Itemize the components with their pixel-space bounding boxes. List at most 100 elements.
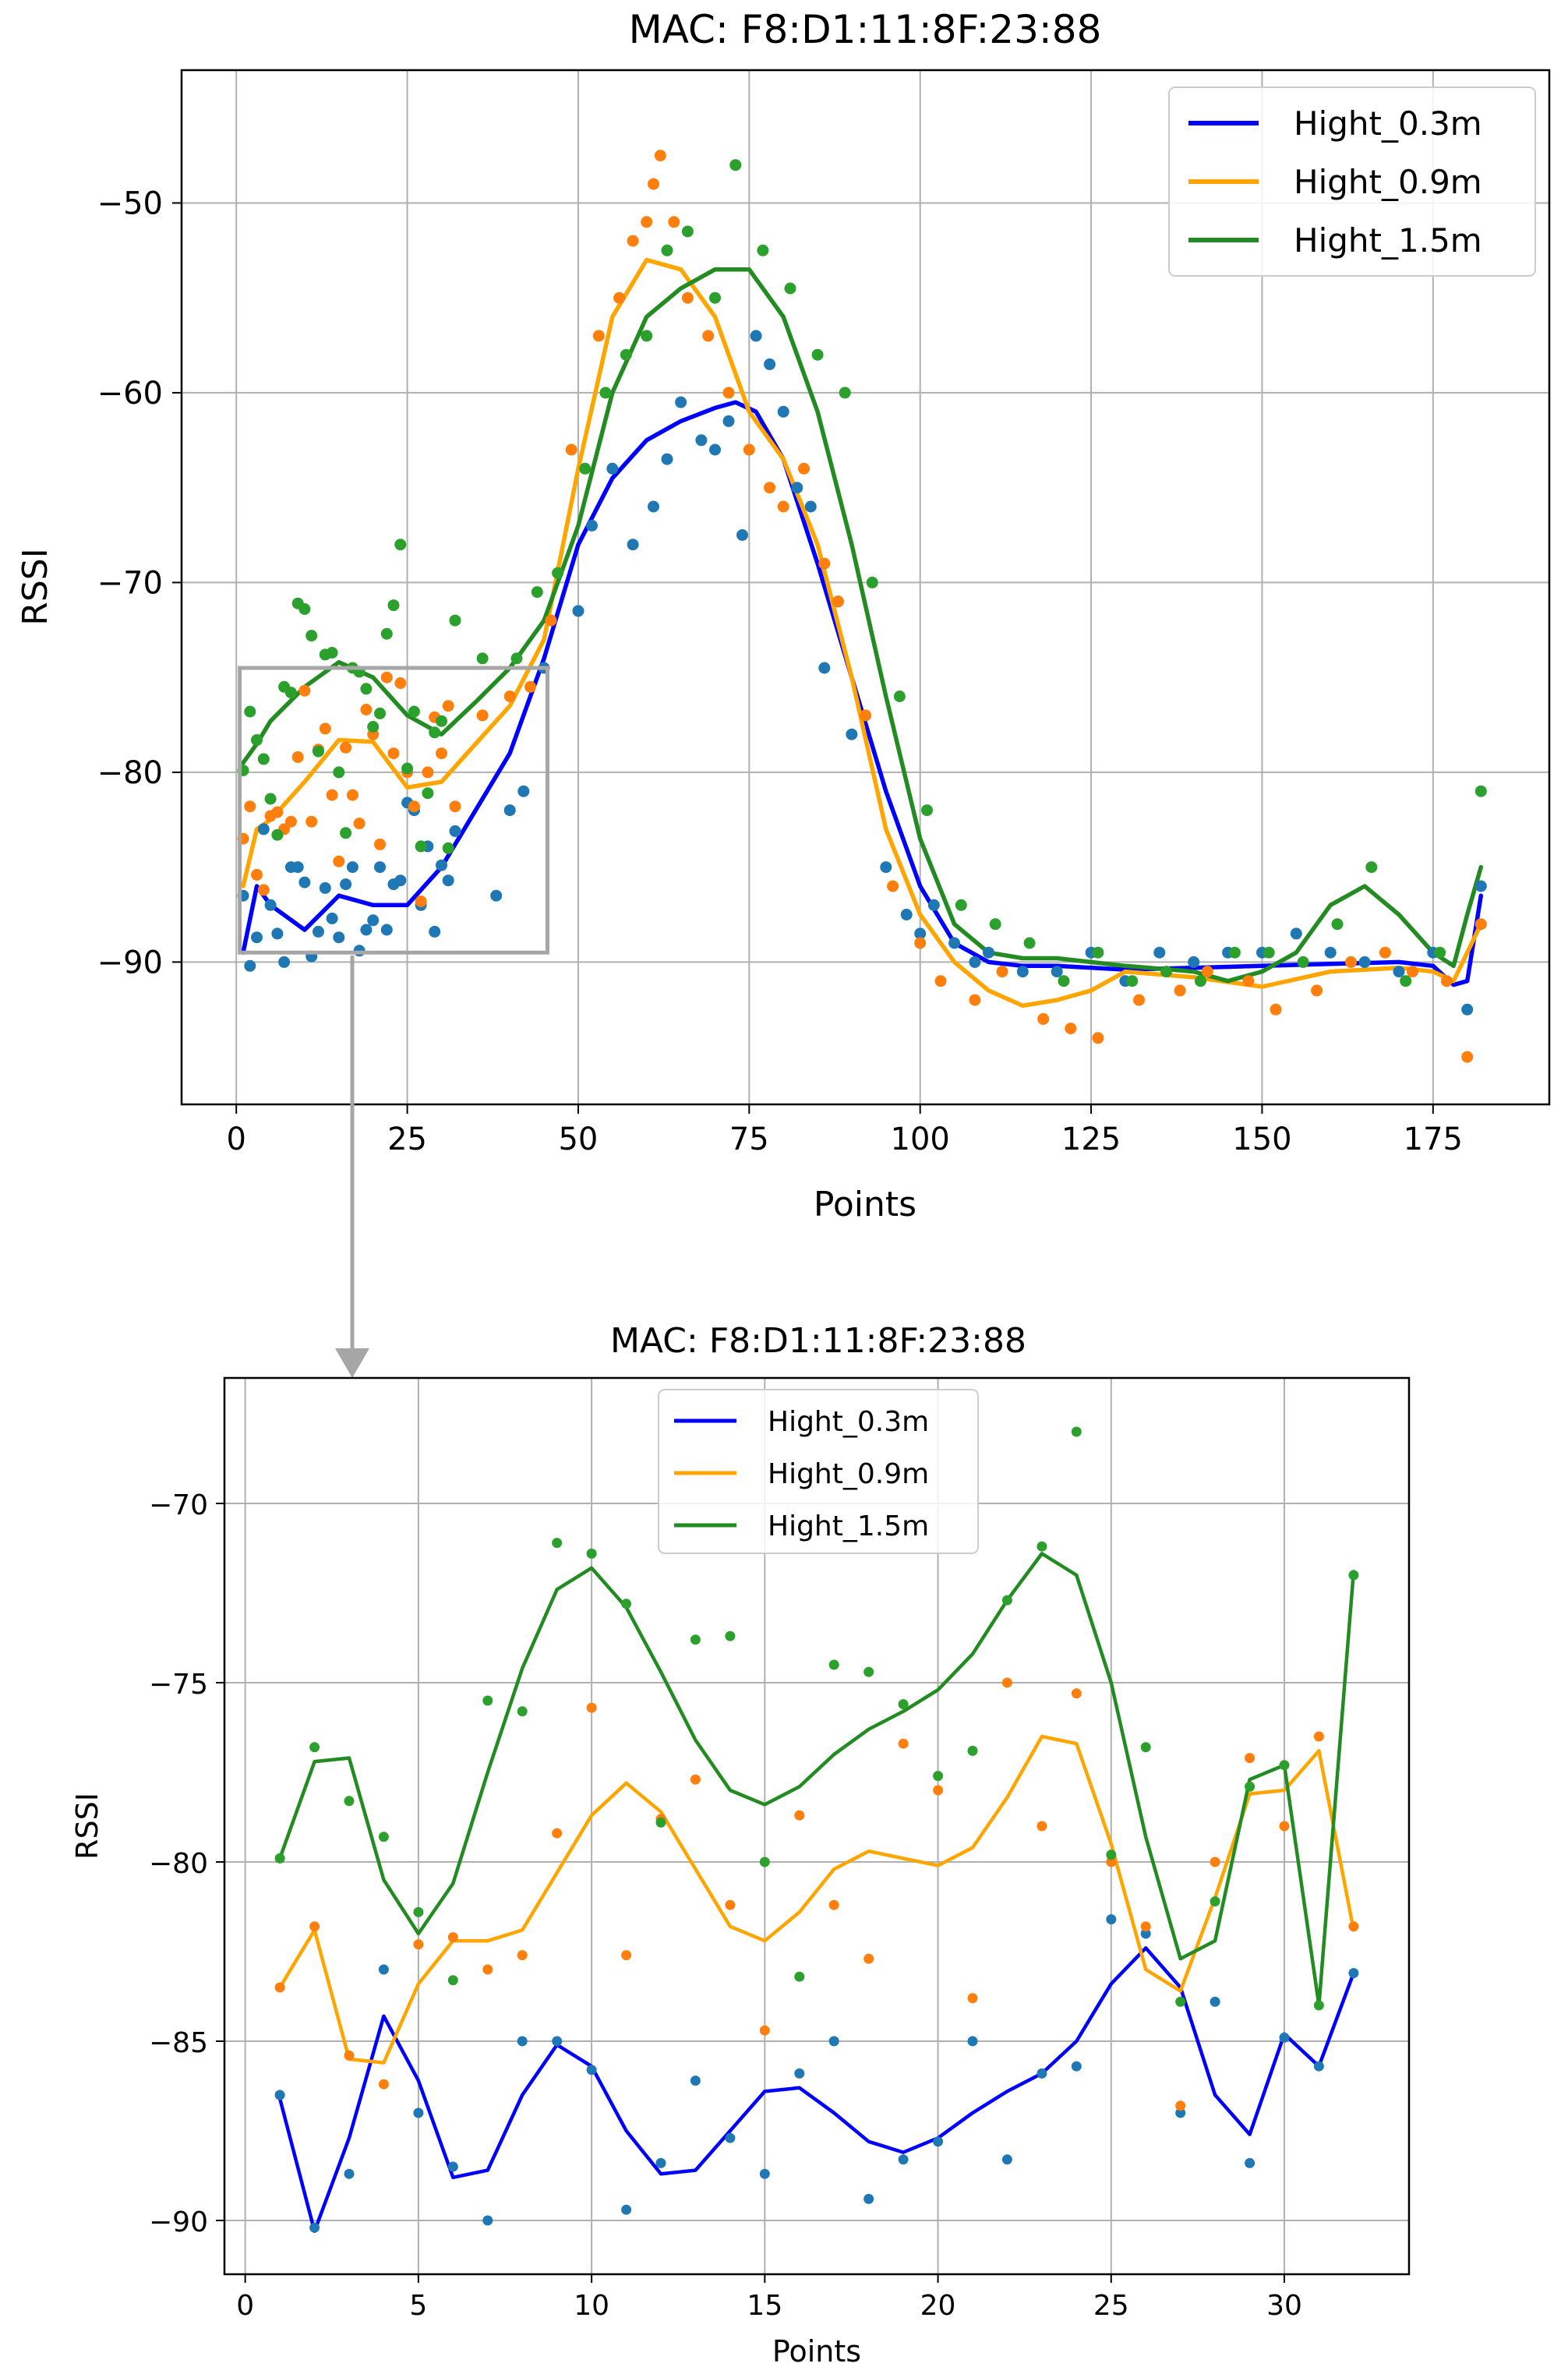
scatter-point-Hight_0.9m (759, 2025, 770, 2036)
scatter-point-Hight_0.9m (552, 1828, 563, 1839)
scatter-point-Hight_0.3m (394, 874, 407, 887)
scatter-point-Hight_0.3m (244, 959, 256, 972)
scatter-point-Hight_0.3m (1001, 2154, 1012, 2165)
scatter-point-Hight_0.9m (1174, 984, 1186, 997)
scatter-point-Hight_1.5m (408, 705, 420, 718)
scatter-point-Hight_0.3m (914, 927, 927, 940)
legend-label-2: Hight_1.5m (768, 1510, 929, 1542)
scatter-point-Hight_1.5m (1348, 1570, 1359, 1581)
legend-label-1: Hight_0.9m (1294, 163, 1482, 201)
scatter-point-Hight_0.9m (690, 1774, 701, 1785)
scatter-point-Hight_0.9m (1345, 956, 1357, 968)
scatter-point-Hight_1.5m (921, 804, 933, 817)
scatter-point-Hight_0.3m (447, 2161, 458, 2172)
scatter-point-Hight_0.3m (503, 804, 516, 817)
scatter-point-Hight_0.3m (572, 605, 584, 617)
scatter-point-Hight_0.9m (914, 937, 927, 949)
scatter-point-Hight_0.9m (1270, 1003, 1282, 1016)
scatter-point-Hight_1.5m (442, 842, 454, 854)
scatter-point-Hight_0.3m (927, 899, 940, 911)
scatter-point-Hight_1.5m (1160, 966, 1173, 978)
scatter-point-Hight_0.9m (305, 815, 318, 828)
scatter-point-Hight_0.3m (344, 2168, 355, 2179)
scatter-point-Hight_0.3m (278, 956, 291, 968)
scatter-point-Hight_0.9m (1242, 975, 1255, 987)
scatter-point-Hight_0.3m (695, 434, 708, 447)
scatter-point-Hight_1.5m (298, 603, 311, 615)
legend-label-2: Hight_1.5m (1294, 221, 1482, 260)
scatter-point-Hight_0.9m (1106, 1856, 1117, 1867)
scatter-point-Hight_0.3m (442, 874, 454, 887)
scatter-point-Hight_1.5m (709, 291, 721, 304)
scatter-point-Hight_0.3m (436, 859, 447, 871)
scatter-point-Hight_0.3m (794, 2068, 805, 2079)
series-line-Hight_0.9m (277, 1734, 1356, 2065)
scatter-point-Hight_0.9m (613, 291, 626, 304)
legend-label-0: Hight_0.3m (1294, 104, 1482, 143)
scatter-point-Hight_0.3m (846, 728, 858, 740)
scatter-point-Hight_0.3m (655, 2157, 666, 2168)
scatter-point-Hight_0.3m (298, 876, 311, 888)
scatter-point-Hight_0.9m (1201, 966, 1213, 978)
scatter-point-Hight_1.5m (1195, 975, 1206, 987)
chart-zoom: MAC: F8:D1:11:8F:23:88 0 5 10 15 20 25 30 −90 −8… (70, 1321, 1411, 2369)
scatter-point-Hight_1.5m (1071, 1426, 1082, 1437)
scatter-point-Hight_0.9m (1440, 975, 1453, 987)
scatter-point-Hight_0.9m (284, 815, 297, 828)
scatter-point-Hight_1.5m (274, 1853, 285, 1864)
scatter-point-Hight_1.5m (360, 683, 373, 695)
scatter-point-Hight_1.5m (476, 652, 489, 665)
scatter-point-Hight_0.9m (1461, 1051, 1474, 1063)
scatter-point-Hight_1.5m (579, 462, 592, 475)
scatter-point-Hight_1.5m (757, 244, 769, 256)
scatter-point-Hight_1.5m (313, 745, 324, 758)
x-tick-label: 25 (387, 1122, 427, 1157)
scatter-point-Hight_0.3m (251, 931, 263, 944)
scatter-point-Hight_1.5m (387, 599, 400, 612)
scatter-point-Hight_0.9m (648, 178, 659, 190)
scatter-point-Hight_1.5m (344, 1796, 355, 1807)
scatter-point-Hight_0.3m (818, 662, 831, 674)
scatter-point-Hight_0.3m (313, 925, 324, 938)
scatter-point-Hight_1.5m (284, 687, 297, 699)
scatter-point-Hight_1.5m (271, 828, 284, 841)
scatter-point-Hight_0.9m (1348, 1921, 1359, 1932)
scatter-point-Hight_1.5m (257, 753, 270, 765)
chart-zoom-xlabel: Points (772, 2334, 861, 2369)
scatter-point-Hight_0.9m (298, 684, 311, 697)
scatter-point-Hight_0.9m (996, 966, 1008, 978)
scatter-point-Hight_0.9m (408, 800, 420, 813)
scatter-point-Hight_0.3m (736, 529, 748, 541)
scatter-point-Hight_0.3m (1324, 946, 1337, 959)
scatter-point-Hight_1.5m (725, 1630, 736, 1641)
scatter-point-Hight_0.9m (374, 838, 386, 850)
scatter-point-Hight_0.9m (1140, 1921, 1151, 1932)
scatter-point-Hight_0.3m (948, 937, 961, 949)
zoom-region-box (238, 666, 549, 955)
scatter-point-Hight_0.3m (777, 405, 789, 418)
scatter-point-Hight_1.5m (264, 793, 277, 805)
scatter-point-Hight_0.9m (394, 677, 407, 689)
scatter-point-Hight_0.9m (387, 747, 400, 760)
x-tick-label: 25 (1093, 2290, 1129, 2322)
scatter-point-Hight_1.5m (1400, 975, 1412, 987)
scatter-point-Hight_0.3m (725, 2132, 736, 2143)
scatter-point-Hight_0.3m (1188, 956, 1200, 968)
scatter-point-Hight_0.9m (722, 387, 735, 399)
scatter-point-Hight_0.3m (1210, 1996, 1220, 2007)
scatter-point-Hight_1.5m (729, 159, 742, 171)
scatter-point-Hight_0.9m (1245, 1753, 1255, 1764)
legend-label-0: Hight_0.3m (768, 1406, 929, 1438)
y-tick-label: −85 (149, 2027, 208, 2059)
scatter-point-Hight_1.5m (621, 1599, 632, 1609)
scatter-point-Hight_0.9m (592, 330, 605, 342)
scatter-point-Hight_1.5m (482, 1695, 493, 1706)
scatter-point-Hight_1.5m (333, 766, 345, 779)
x-tick-label: 0 (226, 1122, 245, 1157)
scatter-point-Hight_0.9m (1210, 1856, 1220, 1867)
scatter-point-Hight_1.5m (1474, 785, 1487, 797)
y-tick-label: −70 (149, 1489, 208, 1521)
scatter-point-Hight_1.5m (367, 721, 380, 733)
scatter-point-Hight_0.3m (898, 2154, 909, 2165)
